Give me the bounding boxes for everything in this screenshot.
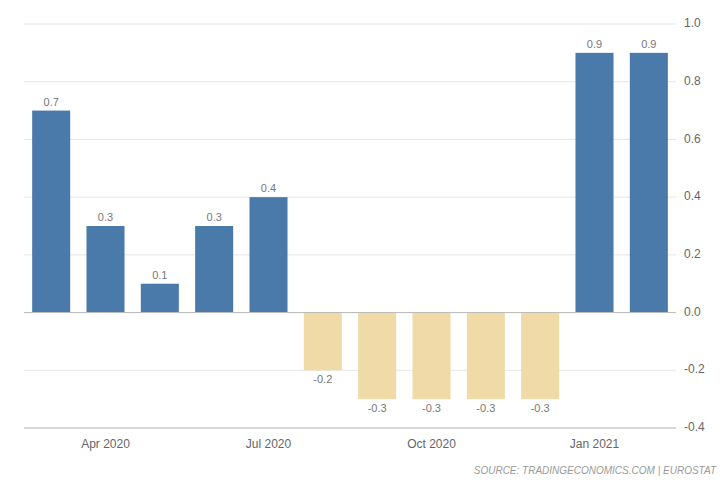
grid-line <box>24 428 676 429</box>
data-label: 0.9 <box>587 38 602 50</box>
x-axis: Apr 2020 Jul 2020 Oct 2020 Jan 2021 <box>81 437 619 451</box>
x-tick-label: Jul 2020 <box>246 437 292 451</box>
x-axis-line <box>24 428 676 429</box>
x-tick-label: Oct 2020 <box>407 437 456 451</box>
data-label: 0.1 <box>152 269 167 281</box>
y-tick-label: 0.2 <box>684 247 701 261</box>
data-label: 0.4 <box>261 182 276 194</box>
chart: -0.4-0.20.00.20.40.60.81.00.70.30.10.30.… <box>0 0 728 484</box>
data-label: 0.3 <box>98 211 113 223</box>
bar <box>575 53 613 313</box>
grid <box>24 24 676 428</box>
data-label: 0.9 <box>641 38 656 50</box>
data-label: -0.3 <box>531 402 550 414</box>
source: SOURCE: TRADINGECONOMICS.COM | EUROSTAT <box>474 465 717 476</box>
bar <box>630 53 668 313</box>
y-tick-label: 0.8 <box>684 74 701 88</box>
zero-line <box>24 312 676 313</box>
data-labels: 0.7 0.3 0.1 0.3 0.4 -0.2 -0.3 -0.3 -0.3 -0.3 0.9 0.… <box>44 38 657 414</box>
y-tick-label: 0.0 <box>684 305 701 319</box>
y-tick-label: -0.2 <box>684 362 705 376</box>
data-label: 0.3 <box>207 211 222 223</box>
bar <box>86 226 124 313</box>
data-label: 0.7 <box>44 96 59 108</box>
bar <box>521 313 559 400</box>
data-label: -0.3 <box>368 402 387 414</box>
bar <box>467 313 505 400</box>
bars <box>32 53 668 399</box>
y-axis: -0.4 -0.2 0.0 0.2 0.4 0.6 0.8 1.0 <box>684 16 705 434</box>
y-tick-label: 0.6 <box>684 132 701 146</box>
x-tick-label: Jan 2021 <box>570 437 620 451</box>
y-tick-label: 0.4 <box>684 189 701 203</box>
data-label: -0.3 <box>422 402 441 414</box>
bar <box>141 284 179 313</box>
bar <box>32 111 70 313</box>
bar <box>304 313 342 371</box>
bar <box>249 197 287 312</box>
grid-line <box>24 312 676 313</box>
x-tick-label: Apr 2020 <box>81 437 130 451</box>
data-label: -0.3 <box>476 402 495 414</box>
grid-line <box>24 370 676 371</box>
bar <box>195 226 233 313</box>
grid-line <box>24 24 676 25</box>
data-label: -0.2 <box>313 373 332 385</box>
bar <box>358 313 396 400</box>
y-tick-label: -0.4 <box>684 420 705 434</box>
bar <box>412 313 450 400</box>
y-tick-label: 1.0 <box>684 16 701 30</box>
